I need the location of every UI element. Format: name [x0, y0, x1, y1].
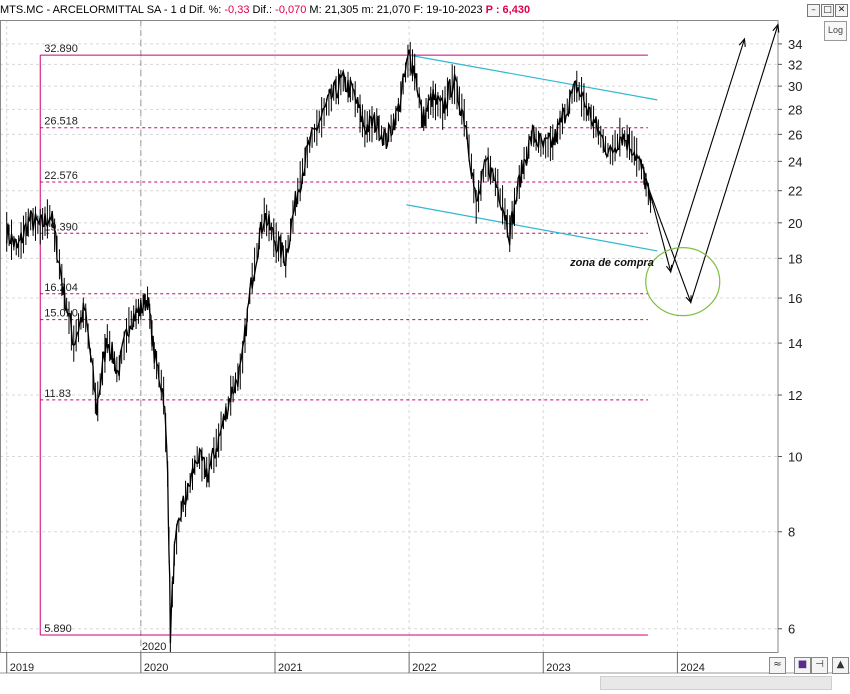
buy-zone-label: zona de compra — [569, 257, 654, 269]
plot-frame — [0, 20, 779, 653]
chart-header: MTS.MC - ARCELORMITTAL SA - 1 d Dif. %: … — [0, 4, 531, 16]
y-tick-label: 16 — [788, 291, 802, 306]
y-tick-label: 18 — [788, 251, 802, 266]
year-marker-label: 2020 — [142, 641, 166, 653]
y-tick-label: 20 — [788, 216, 802, 231]
projection-path-2 — [643, 24, 779, 304]
minimize-button[interactable]: – — [807, 4, 820, 17]
fib-level-label: 11.83 — [44, 388, 71, 400]
min-label: m: — [361, 4, 374, 16]
projection-path-2-head — [772, 23, 780, 33]
x-tick-label: 2021 — [278, 662, 302, 674]
price-series — [6, 41, 652, 652]
interval-label: 1 d — [170, 4, 186, 16]
projection-path-1-mid-head — [665, 264, 673, 274]
maximize-button[interactable]: □ — [821, 4, 834, 17]
p-value: P : 6,430 — [485, 4, 531, 16]
y-tick-label: 24 — [788, 154, 802, 169]
projection-path-2-mid-head — [685, 295, 692, 304]
fib-level-label: 15.010 — [44, 308, 78, 320]
fib-level-label: 32.890 — [44, 43, 78, 55]
close-button[interactable]: ✕ — [835, 4, 848, 17]
projection-paths — [643, 23, 780, 304]
max-value: 21,305 — [324, 4, 359, 16]
scroll-up-icon[interactable]: ▲ — [832, 657, 849, 674]
fib-levels: 32.89026.51822.57619.39016.20415.01011.8… — [39, 43, 648, 636]
annotations: zona de compra — [569, 247, 721, 317]
projection-path-1-head — [738, 37, 746, 48]
y-tick-label: 10 — [788, 450, 802, 465]
dif-pct-label: Dif. %: — [188, 4, 222, 16]
channel-lower — [406, 204, 658, 252]
buy-zone-circle — [645, 247, 721, 317]
horizontal-scrollbar[interactable] — [600, 676, 832, 690]
fib-level-label: 16.204 — [44, 282, 78, 294]
x-tick-label: 2023 — [546, 662, 570, 674]
expand-icon[interactable]: ≈ — [769, 657, 786, 674]
y-tick-label: 6 — [788, 622, 795, 637]
y-tick-label: 26 — [788, 127, 802, 142]
x-tick-label: 2024 — [680, 662, 704, 674]
max-label: M: — [309, 4, 322, 16]
y-tick-label: 34 — [788, 37, 802, 52]
dif-value: -0,070 — [275, 4, 307, 16]
save-icon[interactable]: ■ — [794, 657, 811, 674]
fib-level-label: 26.518 — [44, 116, 78, 128]
dif-pct-value: -0,33 — [224, 4, 250, 16]
chart-grid — [0, 20, 778, 652]
y-tick-label: 8 — [788, 525, 795, 540]
fib-level-label: 22.576 — [44, 170, 78, 182]
y-tick-label: 14 — [788, 336, 802, 351]
y-tick-label: 22 — [788, 184, 802, 199]
company-name: ARCELORMITTAL SA - — [52, 4, 168, 16]
price-line — [6, 49, 652, 644]
y-tick-label: 28 — [788, 102, 802, 117]
date-value: 19-10-2023 — [426, 4, 483, 16]
y-tick-label: 30 — [788, 79, 802, 94]
channel-upper — [409, 54, 658, 101]
symbol-code: MTS.MC — [0, 4, 44, 16]
x-tick-label: 2019 — [10, 662, 34, 674]
log-scale-button[interactable]: Log — [824, 21, 847, 41]
y-tick-label: 32 — [788, 57, 802, 72]
fib-level-label: 5.890 — [44, 623, 72, 635]
projection-path-1 — [643, 38, 746, 274]
dif-label: Dif.: — [252, 4, 273, 16]
x-tick-label: 2020 — [144, 662, 168, 674]
trend-channel — [406, 54, 658, 252]
x-tick-label: 2022 — [412, 662, 436, 674]
pin-icon[interactable]: ⊣ — [811, 657, 828, 674]
y-tick-label: 12 — [788, 388, 802, 403]
date-label: F: — [413, 4, 424, 16]
min-value: 21,070 — [376, 4, 411, 16]
